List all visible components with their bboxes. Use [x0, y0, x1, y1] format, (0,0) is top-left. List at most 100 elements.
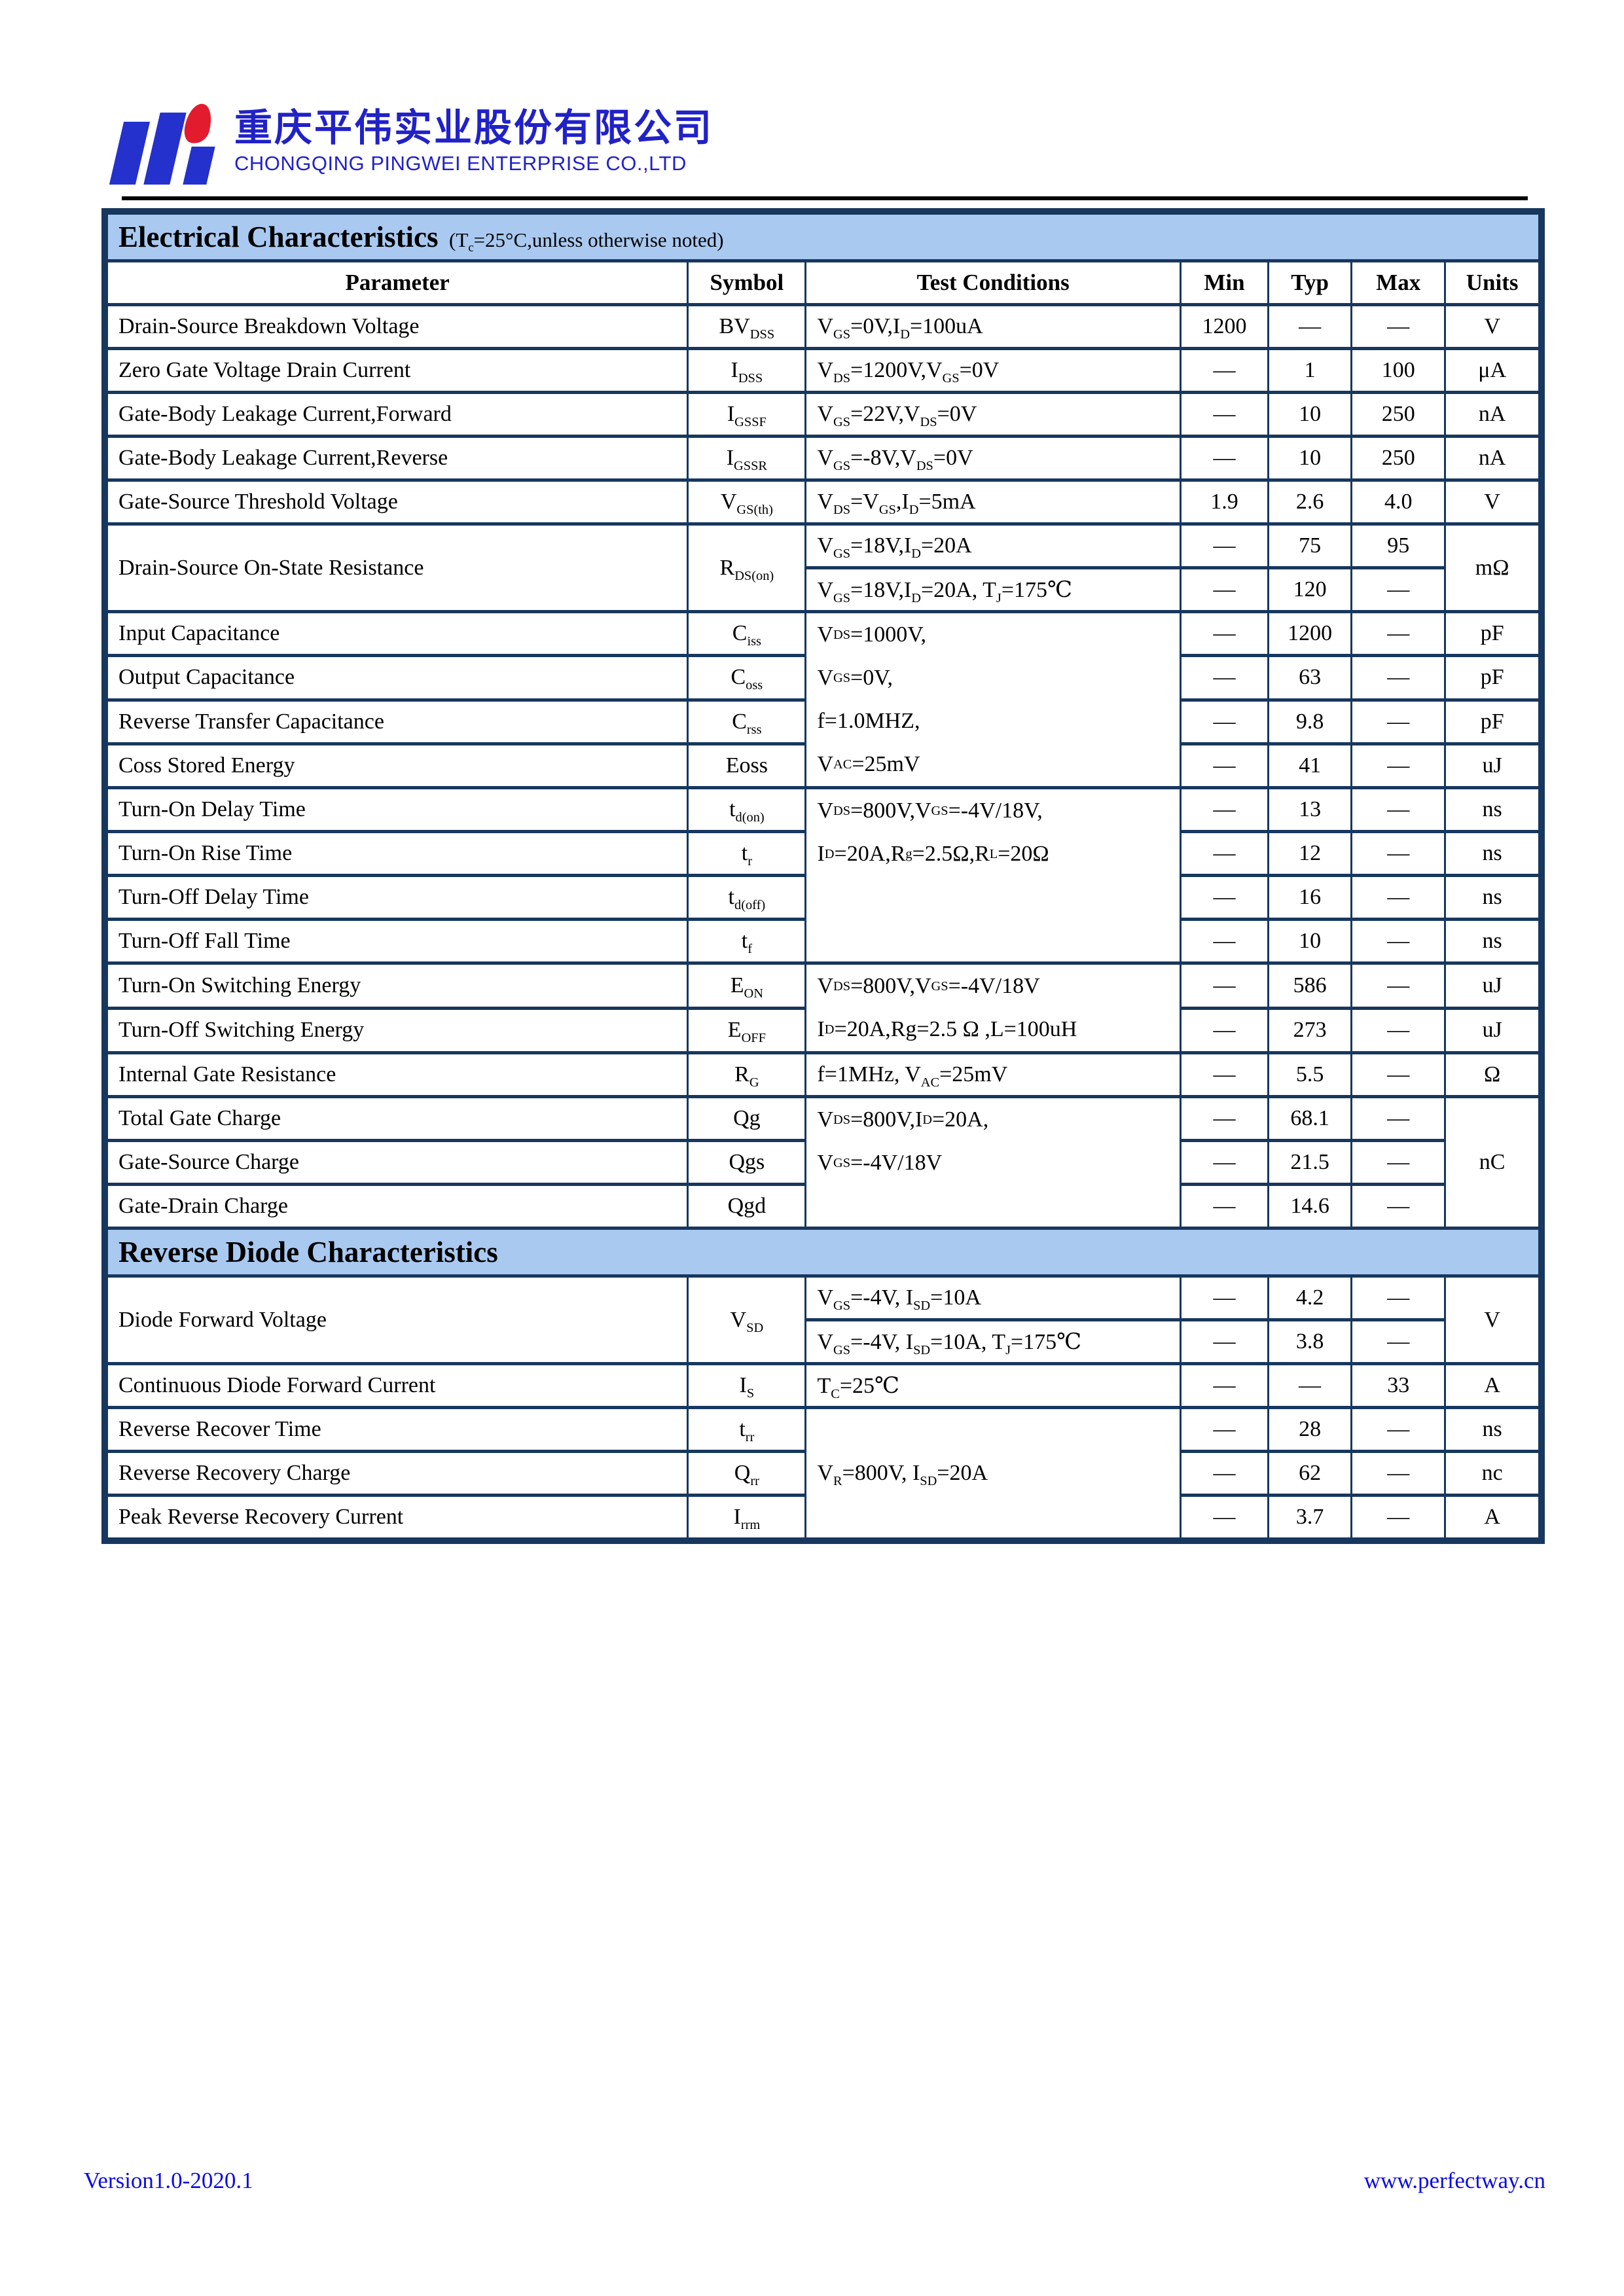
parameter-cell: Reverse Transfer Capacitance [103, 698, 689, 745]
condition-line: V GS =-4V/18V [817, 1151, 943, 1175]
parameter-cell: Reverse Recover Time [103, 1406, 689, 1453]
units-cell: uJ [1444, 961, 1543, 1010]
units-cell: ns [1444, 918, 1543, 965]
symbol-cell: RG [687, 1051, 807, 1098]
units-cell: nC [1444, 1095, 1543, 1230]
parameter-cell: Output Capacitance [103, 654, 689, 702]
symbol-cell: IGSSR [687, 435, 807, 482]
symbol-cell: IS [687, 1362, 807, 1409]
typ-cell: 586 [1267, 961, 1353, 1010]
website-link[interactable]: www.perfectway.cn [1363, 2168, 1545, 2193]
typ-cell: 68.1 [1267, 1095, 1353, 1142]
table-row: Turn-On Switching Energy EON V DS =800V,V G… [103, 961, 1543, 1054]
parameter-cell: Peak Reverse Recovery Current [103, 1494, 689, 1543]
typ-cell: 5.5 [1267, 1051, 1353, 1098]
units-cell: V [1444, 478, 1543, 526]
table-row: Turn-On Rise Time tr — 12 — ns [103, 830, 1543, 877]
company-names: 重庆平伟实业股份有限公司 CHONGQING PINGWEI ENTERPRIS… [234, 103, 713, 175]
symbol-cell: Irrm [687, 1494, 807, 1543]
col-header-test-conditions: Test Conditions [804, 259, 1182, 306]
min-cell: — [1179, 874, 1270, 921]
min-cell: — [1179, 435, 1270, 482]
table-row: Gate-Body Leakage Current,Forward IGSSF … [103, 391, 1543, 438]
min-cell: 1.9 [1179, 478, 1270, 526]
company-logo-icon [109, 101, 224, 186]
typ-cell: 21.5 [1267, 1139, 1353, 1186]
max-cell: — [1350, 1183, 1447, 1230]
company-header: 重庆平伟实业股份有限公司 CHONGQING PINGWEI ENTERPRIS… [109, 101, 713, 186]
section-title-note: (Tc=25°C,unless otherwise noted) [449, 228, 724, 255]
typ-cell: 3.7 [1267, 1494, 1353, 1543]
units-cell: uJ [1444, 1006, 1543, 1054]
min-cell: — [1179, 1095, 1270, 1142]
symbol-cell: td(on) [687, 786, 807, 833]
table-row: VGS=18V,ID=20A, TJ=175℃ — 120 — [105, 566, 1542, 613]
symbol-cell: EOFF [687, 1006, 807, 1054]
col-header-typ: Typ [1267, 259, 1353, 306]
symbol-cell: BVDSS [687, 303, 807, 350]
column-header-row: Parameter Symbol Test Conditions Min Typ… [103, 259, 1543, 306]
units-cell: ns [1444, 786, 1543, 833]
typ-cell: 273 [1267, 1006, 1353, 1054]
units-cell: nA [1444, 435, 1543, 482]
units-cell: pF [1444, 609, 1543, 658]
test-conditions-cell: VR=800V, ISD=20A [804, 1406, 1182, 1543]
min-cell: — [1179, 830, 1270, 877]
condition-line: V DS =800V,V GS =-4V/18V, [817, 798, 1043, 823]
parameter-cell: Zero Gate Voltage Drain Current [103, 347, 689, 394]
min-cell: — [1179, 1139, 1270, 1186]
max-cell: — [1350, 830, 1447, 877]
condition-line: f=1.0MHZ, [817, 709, 920, 733]
test-conditions-cell: V DS =1000V, V GS =0V, f=1.0MHZ, V AC =25mV [804, 610, 1182, 789]
parameter-cell: Gate-Source Threshold Voltage [103, 478, 689, 526]
min-cell: — [1179, 347, 1270, 394]
min-cell: — [1179, 1450, 1270, 1497]
max-cell: — [1350, 1006, 1447, 1054]
table-row: Turn-On Delay Time td(on) V DS =800V,V GS =-… [103, 786, 1543, 965]
parameter-cell: Gate-Drain Charge [103, 1183, 689, 1230]
min-cell: — [1179, 1362, 1270, 1409]
condition-line: V AC =25mV [817, 752, 920, 776]
test-conditions-cell: VDS=1200V,VGS=0V [804, 347, 1182, 394]
typ-cell: 3.8 [1267, 1318, 1353, 1365]
min-cell: — [1179, 1318, 1270, 1365]
typ-cell: 2.6 [1267, 478, 1353, 526]
units-cell: μA [1444, 347, 1543, 394]
table-row: Peak Reverse Recovery Current Irrm — 3.7… [103, 1494, 1543, 1543]
logo-bar-icon [109, 122, 151, 185]
min-cell: — [1179, 1274, 1270, 1321]
units-cell: ns [1444, 874, 1543, 921]
condition-line: I D =20A,Rg=2.5 Ω ,L=100uH [817, 1017, 1077, 1041]
units-cell: A [1444, 1362, 1543, 1409]
max-cell: — [1350, 566, 1447, 613]
table-row: Drain-Source Breakdown Voltage BVDSS VGS… [103, 303, 1543, 350]
max-cell: — [1350, 874, 1447, 921]
symbol-cell: tr [687, 830, 807, 877]
logo-red-drop-icon [181, 101, 215, 147]
units-cell: nc [1444, 1450, 1543, 1497]
symbol-cell: RDS(on) [687, 522, 807, 613]
max-cell: 250 [1350, 435, 1447, 482]
symbol-cell: VSD [687, 1274, 807, 1365]
parameter-cell: Drain-Source On-State Resistance [103, 522, 689, 613]
symbol-cell: Qg [687, 1095, 807, 1142]
units-cell: Ω [1444, 1051, 1543, 1098]
min-cell: — [1179, 609, 1270, 658]
condition-line: V DS =800V,V GS =-4V/18V [817, 974, 1040, 998]
condition-line: V GS =0V, [817, 666, 893, 690]
parameter-cell: Coss Stored Energy [103, 742, 689, 790]
typ-cell: 63 [1267, 654, 1353, 702]
units-cell: V [1444, 1274, 1543, 1365]
min-cell: — [1179, 1006, 1270, 1054]
test-conditions-cell: TC=25℃ [804, 1362, 1182, 1409]
min-cell: — [1179, 522, 1270, 569]
typ-cell: — [1267, 303, 1353, 350]
max-cell: 33 [1350, 1362, 1447, 1409]
symbol-cell: VGS(th) [687, 478, 807, 526]
parameter-cell: Reverse Recovery Charge [103, 1450, 689, 1497]
logo-bar-icon [183, 147, 215, 185]
units-cell: ns [1444, 830, 1543, 877]
max-cell: — [1350, 1450, 1447, 1497]
table-row: Output Capacitance Coss — 63 — pF [103, 654, 1543, 702]
